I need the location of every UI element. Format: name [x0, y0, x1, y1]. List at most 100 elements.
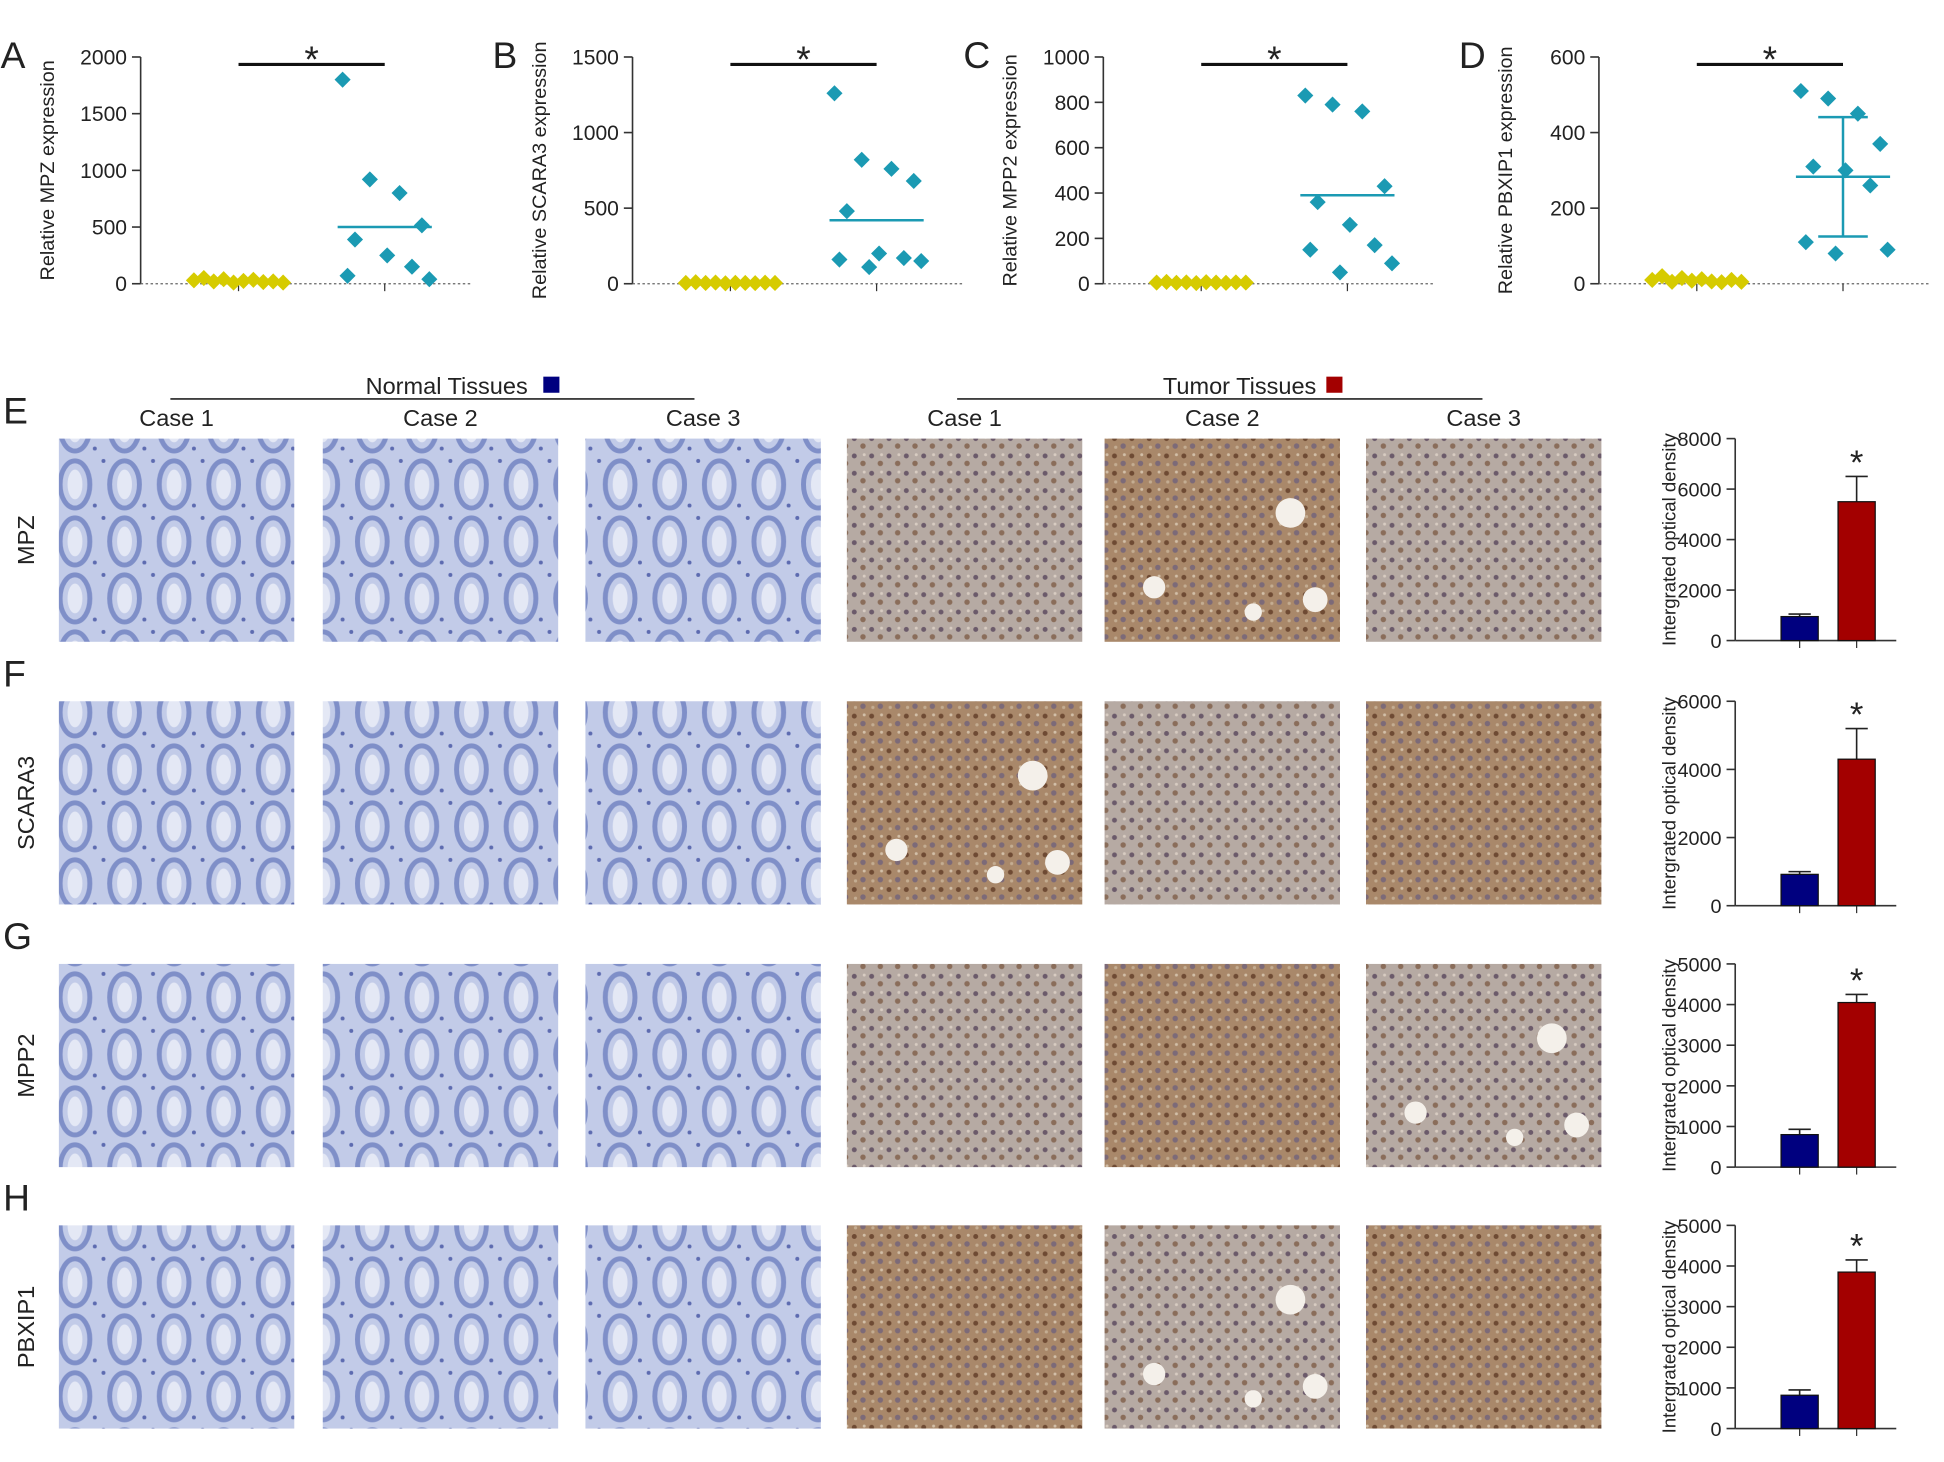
- y-tick-label: 0: [1574, 273, 1586, 296]
- tissue-image: [1365, 438, 1602, 642]
- y-tick-label: 200: [1055, 228, 1090, 251]
- tissue-image: [846, 963, 1083, 1168]
- data-point: [421, 271, 438, 288]
- data-point: [339, 267, 356, 284]
- y-tick-label: 2000: [1678, 828, 1722, 850]
- significance-mark: *: [1850, 962, 1863, 1000]
- y-axis-label: Intergrated optical density: [1659, 432, 1680, 645]
- tissue-vacuole: [1302, 1374, 1328, 1399]
- tissue-vacuole: [1142, 576, 1166, 599]
- data-point: [361, 171, 378, 188]
- data-point: [1354, 103, 1371, 120]
- tissue-image: [322, 438, 559, 642]
- y-tick-label: 3000: [1678, 1297, 1722, 1319]
- y-tick-label: 0: [1711, 631, 1722, 653]
- data-point: [1805, 158, 1822, 175]
- y-tick-label: 8000: [1678, 429, 1722, 451]
- data-point: [826, 85, 843, 102]
- panel-letter: G: [3, 915, 32, 957]
- data-point: [1797, 234, 1814, 251]
- bar: [1780, 1394, 1819, 1430]
- significance-mark: *: [304, 38, 318, 80]
- case-label: Case 3: [1446, 405, 1521, 431]
- tissue-image: [585, 963, 821, 1168]
- row-label: PBXIP1: [13, 1286, 39, 1368]
- data-point: [1237, 274, 1254, 291]
- data-point: [275, 274, 292, 291]
- y-tick-label: 0: [1711, 896, 1722, 918]
- case-label: Case 1: [139, 405, 214, 431]
- data-point: [346, 231, 364, 248]
- tissue-vacuole: [1142, 1362, 1166, 1386]
- panel-letter: D: [1459, 34, 1486, 76]
- tissue-image: [58, 701, 295, 905]
- row-label: SCARA3: [13, 756, 39, 850]
- data-point: [1148, 274, 1165, 291]
- data-point: [913, 253, 930, 270]
- data-point: [413, 217, 430, 234]
- data-point: [1217, 274, 1235, 291]
- y-tick-label: 0: [1711, 1158, 1722, 1180]
- tissue-vacuole: [1017, 760, 1048, 791]
- case-label: Case 1: [927, 405, 1002, 431]
- data-point: [861, 259, 878, 276]
- data-point: [1366, 237, 1383, 254]
- tissue-image: [1104, 1225, 1340, 1429]
- data-point: [853, 151, 870, 168]
- y-tick-label: 800: [1055, 92, 1090, 115]
- data-point: [883, 160, 900, 177]
- y-tick-label: 5000: [1678, 954, 1722, 976]
- y-tick-label: 5000: [1678, 1216, 1722, 1238]
- row-label: MPZ: [13, 515, 39, 565]
- tissue-image: [1104, 701, 1340, 905]
- data-point: [1158, 273, 1175, 290]
- y-tick-label: 1000: [1678, 1117, 1722, 1139]
- case-label: Case 2: [1185, 405, 1260, 431]
- data-point: [1309, 194, 1326, 211]
- bar: [1780, 615, 1819, 642]
- tissue-vacuole: [1244, 603, 1262, 621]
- y-tick-label: 1000: [1043, 46, 1090, 69]
- y-tick-label: 500: [92, 216, 127, 239]
- tissue-image: [58, 1225, 295, 1429]
- tissue-image: [585, 701, 821, 905]
- tissue-image: [1104, 438, 1340, 642]
- data-point: [1208, 274, 1225, 291]
- group-title: Normal Tissues: [366, 373, 528, 399]
- panel-letter: H: [3, 1176, 30, 1218]
- bar: [1780, 873, 1819, 907]
- data-point: [1324, 96, 1341, 113]
- tissue-vacuole: [1275, 498, 1306, 528]
- significance-mark: *: [1267, 38, 1281, 80]
- tissue-image: [846, 438, 1083, 642]
- data-point: [1227, 274, 1244, 291]
- y-axis-label: Relative PBXIP1 expression: [1495, 46, 1517, 294]
- significance-mark: *: [796, 38, 810, 80]
- tissue-vacuole: [1536, 1023, 1567, 1054]
- y-tick-label: 0: [607, 273, 619, 296]
- data-point: [379, 247, 396, 264]
- y-axis-label: Intergrated optical density: [1659, 1220, 1680, 1433]
- y-tick-label: 6000: [1678, 480, 1722, 502]
- data-point: [1879, 241, 1896, 258]
- tissue-vacuole: [1302, 587, 1328, 613]
- y-tick-label: 1000: [572, 122, 619, 145]
- data-point: [1849, 105, 1866, 122]
- tissue-image: [846, 701, 1083, 905]
- data-point: [1654, 268, 1671, 285]
- tissue-vacuole: [1275, 1284, 1306, 1315]
- bar: [1837, 1001, 1876, 1168]
- data-point: [1733, 273, 1750, 290]
- data-point: [334, 71, 351, 88]
- tissue-image: [846, 1225, 1083, 1429]
- data-point: [1862, 177, 1879, 194]
- data-point: [1302, 241, 1319, 258]
- tissue-vacuole: [1506, 1128, 1524, 1147]
- y-tick-label: 2000: [80, 46, 127, 69]
- tissue-image: [585, 438, 821, 642]
- case-label: Case 2: [403, 405, 478, 431]
- y-tick-label: 4000: [1678, 530, 1722, 552]
- y-tick-label: 500: [584, 198, 619, 221]
- data-point: [838, 203, 855, 220]
